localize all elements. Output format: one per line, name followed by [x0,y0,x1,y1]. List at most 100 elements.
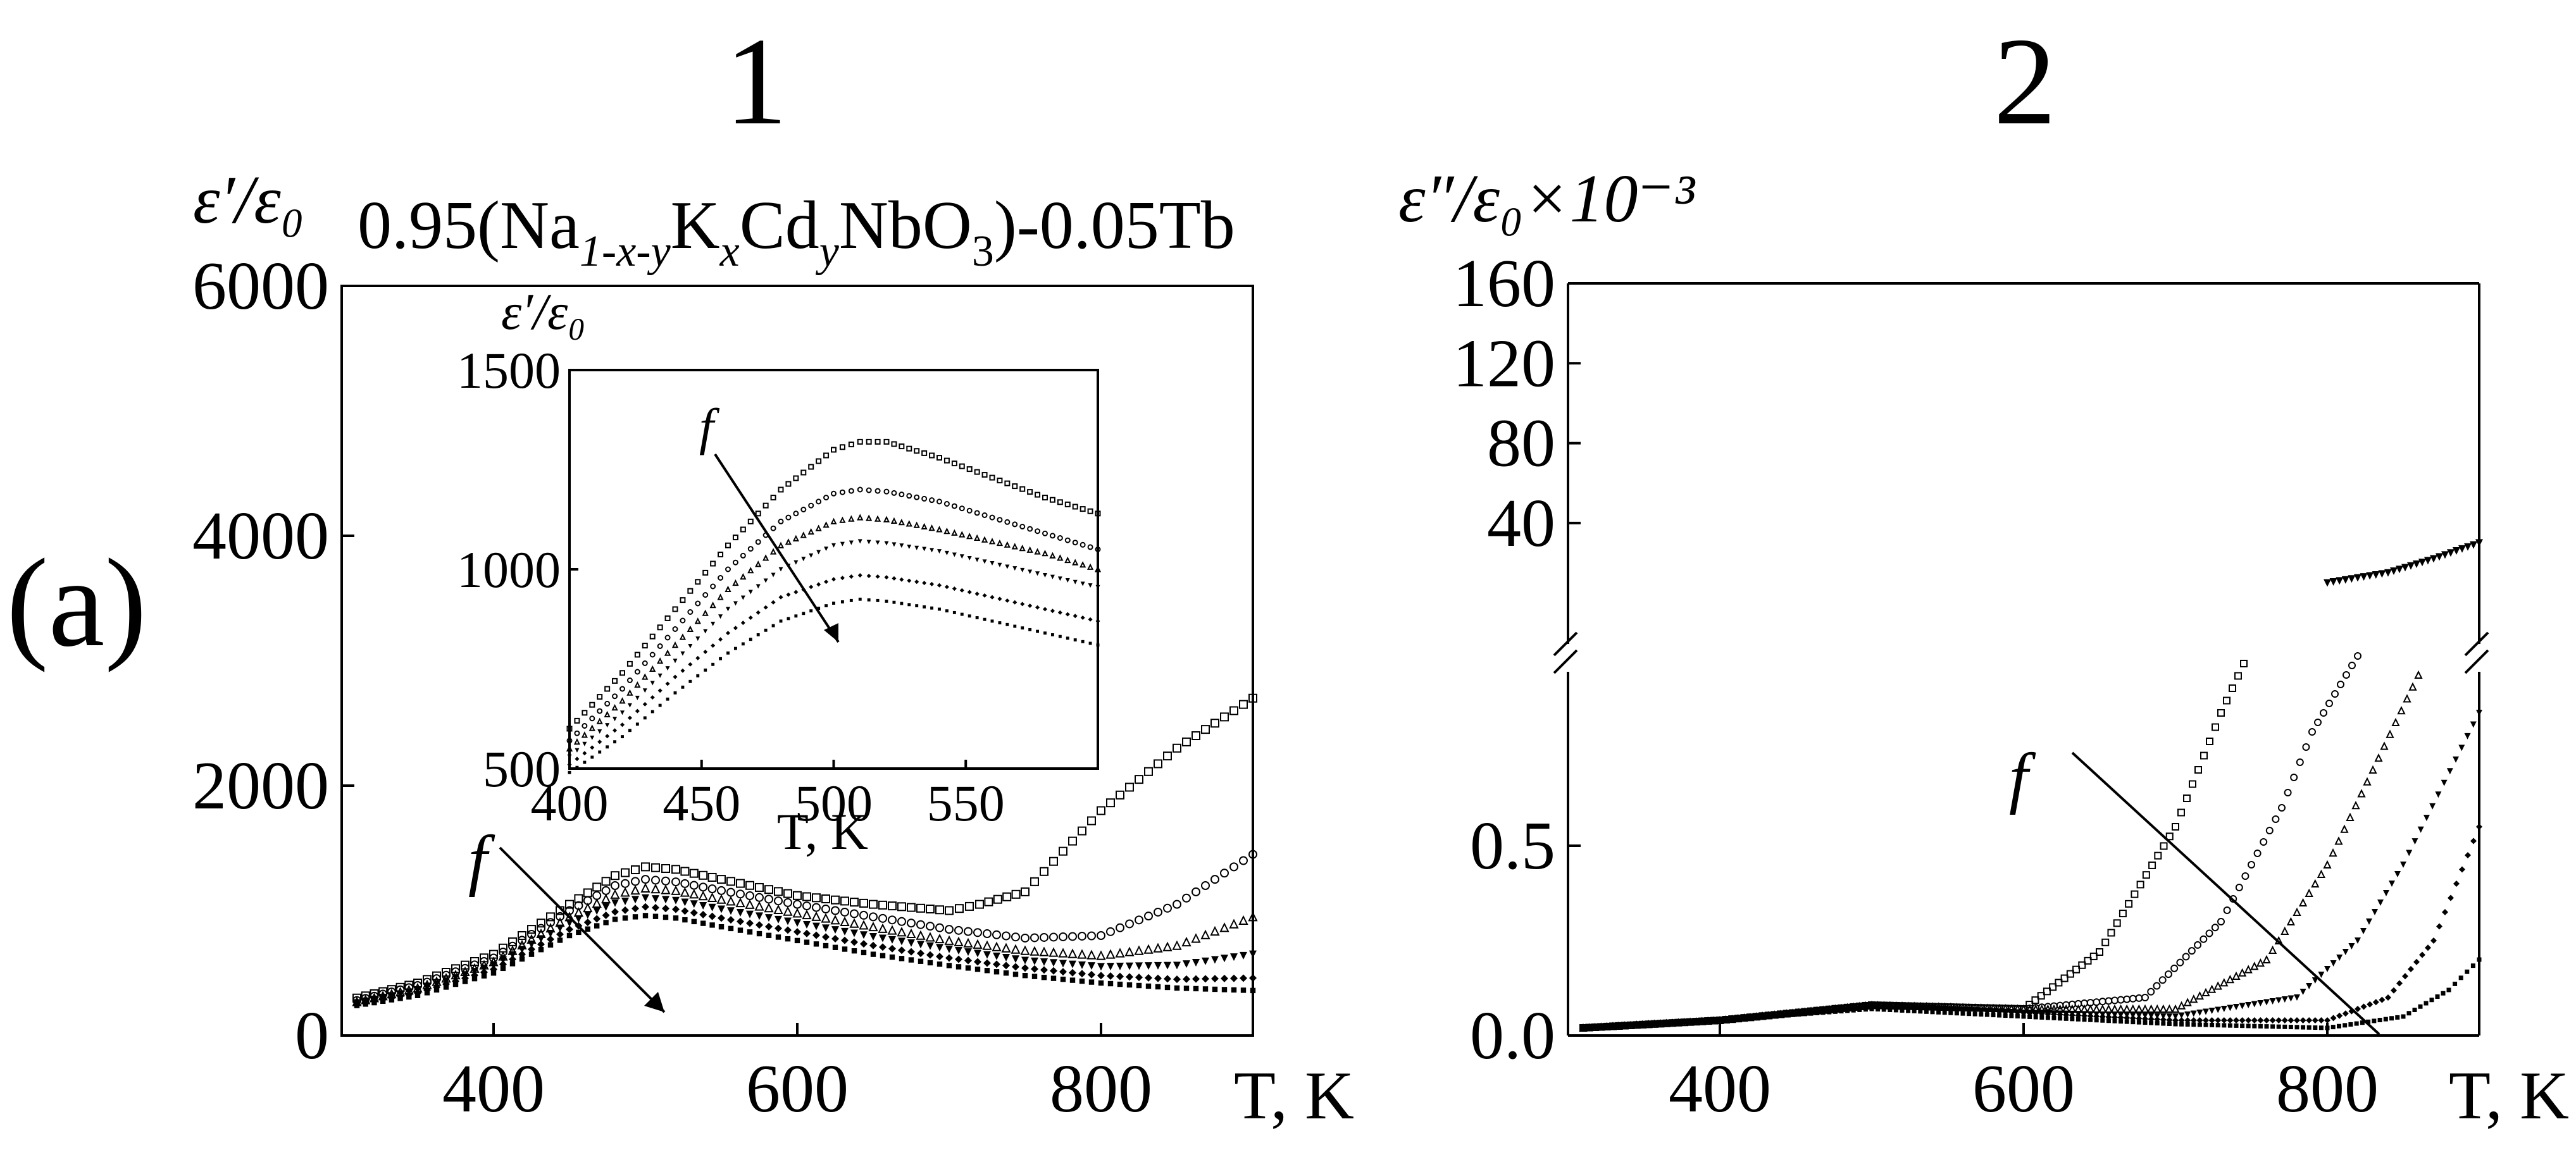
panel-2-data-point [2423,815,2430,822]
inset-data-point [733,646,737,650]
panel-2-data-point [1717,1018,1722,1023]
panel-2-data-point [1693,1019,1698,1024]
inset-data-point [857,438,863,445]
panel-2-data-point [1634,1022,1640,1027]
panel-1-data-point [783,898,792,907]
panel-2-data-point [2003,1013,2008,1018]
panel-2-data-point [2391,987,2397,994]
inset-data-point [966,507,973,514]
inset-data-point [849,598,853,602]
panel-2-data-point [2372,909,2378,915]
inset-data-point [899,492,905,498]
panel-1-data-point [546,912,555,922]
panel-2-data-point [2112,1018,2117,1023]
panel-1-data-point [1097,931,1105,940]
panel-1-data-point [662,896,669,904]
panel-2-data-point [2086,1004,2095,1013]
panel-1-data-point [1011,889,1021,899]
panel-2-data-point [2458,975,2463,980]
inset-data-point [981,512,988,518]
panel-1-data-point [850,909,859,918]
panel-1-data-point [414,992,421,998]
panel-2-upper-data-point [2430,555,2437,563]
panel-1-data-point [965,965,971,971]
panel-2-data-point [1815,1010,1820,1015]
panel-2-data-point [2324,1017,2330,1023]
panel-2-data-point [2414,670,2423,679]
panel-2-data-point [2136,1020,2141,1025]
panel-1-data-point [1078,961,1086,969]
panel-1-data-point [1135,775,1143,784]
panel-2-data-point [1682,1020,1687,1025]
panel-1-data-point [907,903,916,912]
panel-2-data-point [2124,1019,2129,1024]
inset-data-point [875,574,880,579]
panel-2-data-point [2354,1021,2359,1026]
panel-1-data-point [868,921,878,932]
inset-data-point [906,493,912,499]
panel-2-data-point [2177,808,2185,817]
panel-2-data-point [2312,1017,2318,1023]
inset-data-point [891,490,897,496]
panel-1-data-point [1069,960,1076,968]
inset-data-point [598,750,602,754]
panel-2-data-point [2412,1008,2417,1012]
panel-1-data-point [508,941,517,951]
panel-2-data-point [2403,694,2411,703]
panel-1-data-point [1126,982,1133,988]
panel-2-data-point [2476,710,2482,716]
panel-1-data-point [682,917,688,923]
panel-1-data-point [1192,975,1200,983]
panel-2-data-point [2239,1017,2246,1023]
panel-1-data-point [842,946,848,952]
panel-1-data-point [1078,970,1086,978]
panel-2-data-point [1652,1022,1657,1027]
panel-2-data-point [1972,1011,1977,1017]
inset-data-point [967,590,972,595]
panel-2-data-point [1581,1025,1586,1030]
inset-data-point [1050,609,1055,614]
inset-data-point [597,729,602,734]
panel-1-data-point [1211,975,1219,983]
inset-data-point [664,649,671,656]
panel-1-data-point [983,959,991,967]
inset-data-point [566,726,573,732]
inset-data-point [874,438,881,445]
inset-data-point [770,495,776,501]
panel-1-data-point [859,910,868,920]
inset-data-point [589,702,595,708]
panel-1-data-point [707,872,717,882]
panel-2-data-point [2348,1022,2353,1027]
panel-2-upper-data-point [2354,574,2361,582]
panel-2-data-point [2256,958,2265,967]
panel-2-data-point [2217,709,2225,717]
panel-2-data-point [2233,1004,2239,1010]
panel-2-data-point [2025,1001,2034,1009]
panel-2-data-point [2116,1004,2125,1013]
inset-data-point [800,531,807,538]
panel-1-data-point [499,956,507,965]
inset-data-point [567,754,572,759]
panel-2-data-point [2284,789,2292,796]
panel-1-data-point [774,896,783,906]
panel-2-data-point [1845,1008,1850,1013]
inset-data-point [778,595,783,600]
panel-2-data-point [1628,1023,1633,1028]
panel-1-data-point [841,927,849,936]
panel-1-data-point [1060,976,1066,982]
inset-data-point [1042,550,1048,557]
inset-data-point [891,441,897,447]
inset-data-point [740,552,746,559]
panel-1-data-point [802,892,811,901]
panel-2-data-point [2379,996,2386,1003]
panel-2-data-point [2167,1022,2172,1027]
panel-2-data-point [2294,1017,2300,1023]
panel-2-data-point [2380,741,2389,750]
panel-1-ytick-label: 6000 [192,249,329,324]
panel-1-data-point [869,900,878,909]
panel-2-data-point [2021,1014,2026,1019]
inset-data-point [823,452,830,459]
inset-data-point [1004,480,1011,486]
panel-2-data-point [1700,1019,1705,1024]
panel-1-data-point [537,935,545,943]
